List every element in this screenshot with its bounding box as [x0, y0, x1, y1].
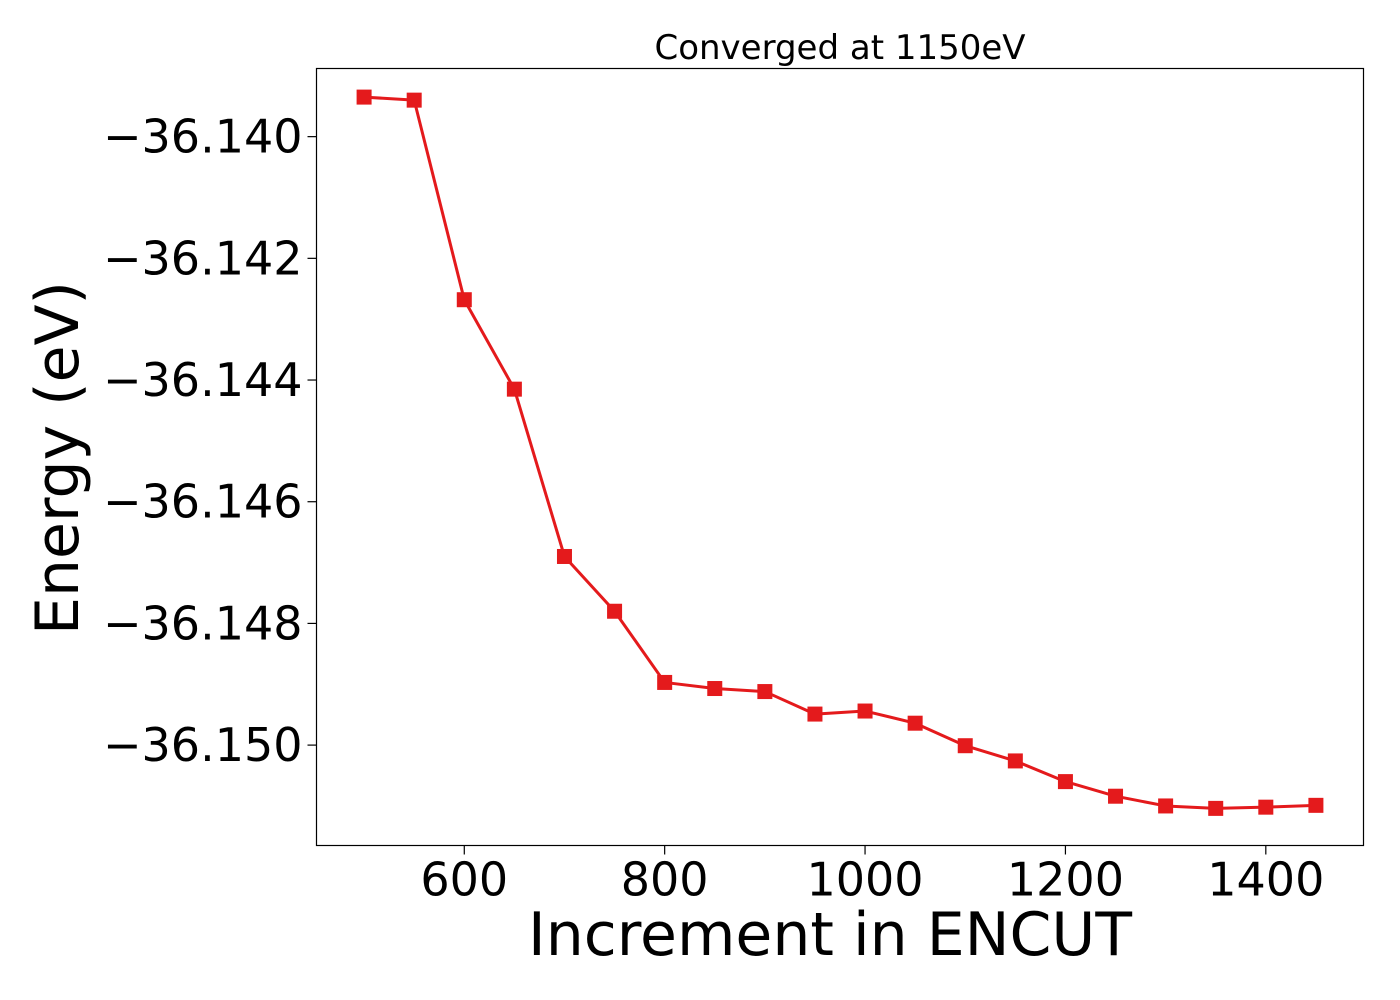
series-line	[363, 95, 1316, 810]
series-layer	[356, 89, 1324, 816]
data-point	[1158, 798, 1174, 814]
chart-title: Converged at 1150eV	[654, 28, 1025, 68]
x-axis-label: Increment in ENCUT	[528, 900, 1132, 970]
data-point	[1308, 797, 1324, 813]
data-point	[456, 292, 472, 308]
y-axis: −36.140 −36.142 −36.144 −36.146 −36.148 −36.1…	[103, 110, 317, 772]
data-point	[506, 381, 522, 397]
y-tick-label: −36.142	[103, 231, 303, 285]
y-tick-label: −36.144	[103, 353, 303, 407]
data-point	[607, 603, 623, 619]
data-point	[857, 703, 873, 719]
y-tick-label: −36.146	[103, 475, 303, 529]
x-tick-label: 600	[420, 853, 508, 907]
data-point	[657, 674, 673, 690]
data-point	[707, 681, 723, 697]
data-point	[1258, 799, 1274, 815]
data-point	[406, 92, 422, 108]
data-point	[807, 706, 823, 722]
y-tick-label: −36.140	[103, 110, 303, 164]
data-point	[556, 548, 572, 564]
x-tick-label: 1200	[1007, 853, 1124, 907]
x-axis: 600 800 1000 1200 1400	[420, 845, 1324, 907]
data-point	[356, 89, 372, 105]
y-tick-label: −36.148	[103, 596, 303, 650]
y-axis-label: Energy (eV)	[23, 281, 93, 635]
x-tick-label: 1400	[1207, 853, 1324, 907]
data-point	[1208, 800, 1224, 816]
data-point	[1057, 774, 1073, 790]
data-point	[907, 715, 923, 731]
data-point	[1108, 788, 1124, 804]
x-tick-label: 800	[621, 853, 709, 907]
data-point	[957, 738, 973, 754]
data-point	[1007, 753, 1023, 769]
y-tick-label: −36.150	[103, 718, 303, 772]
plot-area-frame	[315, 67, 1365, 847]
data-point	[757, 684, 773, 700]
x-tick-label: 1000	[807, 853, 924, 907]
